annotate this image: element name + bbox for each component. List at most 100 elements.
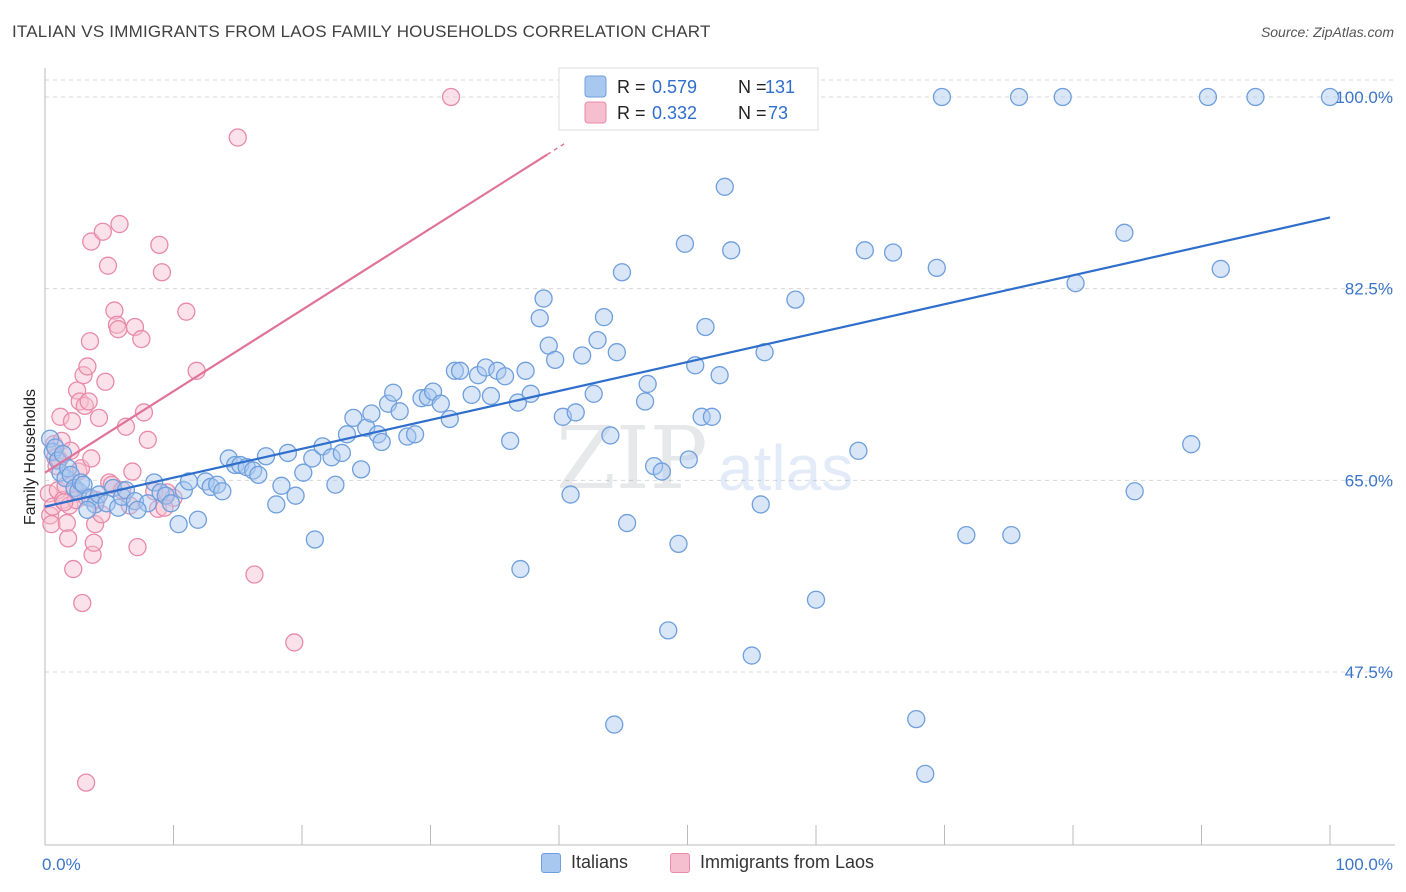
laos-point-17 <box>62 412 82 431</box>
italians-point-126 <box>1125 482 1144 501</box>
italians-point-68 <box>440 409 459 429</box>
italians-point-45 <box>286 486 305 505</box>
italians-point-101 <box>669 534 688 554</box>
legend-r-label-laos: R = <box>617 103 646 123</box>
italians-point-137 <box>511 559 530 579</box>
laos-point-41 <box>98 256 118 275</box>
legend-label-italians: Italians <box>571 852 629 872</box>
laos-point-71 <box>82 449 101 468</box>
italians-point-136 <box>305 530 325 549</box>
y-tick-label-1: 65.0% <box>1345 471 1393 490</box>
y-tick-labels: 47.5% 65.0% 82.5% 100.0% <box>1335 88 1393 682</box>
trend-line-italians <box>44 216 1331 508</box>
laos-point-44 <box>105 301 124 320</box>
italians-point-108 <box>710 366 729 385</box>
italians-point-11 <box>71 473 91 492</box>
italians-point-88 <box>572 346 592 365</box>
laos-point-59 <box>150 235 169 255</box>
laos-point-26 <box>74 366 93 385</box>
legend-r-value-italians: 0.579 <box>652 77 697 97</box>
y-tick-label-3: 100.0% <box>1335 88 1393 107</box>
italians-point-110 <box>722 241 741 260</box>
series-laos-points <box>39 87 461 792</box>
italians-point-61 <box>390 402 409 421</box>
italians-point-50 <box>326 475 345 494</box>
italians-point-119 <box>932 87 952 107</box>
laos-point-35 <box>85 514 105 534</box>
italians-point-35 <box>219 449 238 468</box>
laos-point-46 <box>109 320 128 339</box>
italians-point-122 <box>1009 87 1029 107</box>
italians-point-90 <box>588 330 607 350</box>
x-tick-label-0: 0.0% <box>42 855 81 874</box>
laos-point-25 <box>73 593 92 613</box>
italians-point-93 <box>607 343 626 362</box>
laos-point-2 <box>42 514 61 534</box>
italians-point-63 <box>405 425 425 444</box>
italians-point-113 <box>786 290 805 309</box>
italians-point-28 <box>174 481 193 500</box>
italians-point-56 <box>362 404 381 423</box>
italians-point-128 <box>1198 87 1218 107</box>
watermark-atlas: atlas <box>718 432 853 504</box>
laos-point-31 <box>80 332 100 351</box>
laos-point-66 <box>245 565 264 584</box>
italians-point-138 <box>78 500 97 520</box>
italians-point-18 <box>109 498 128 517</box>
laos-point-56 <box>138 430 157 449</box>
italians-point-117 <box>883 243 903 262</box>
italians-point-70 <box>450 361 470 380</box>
italians-point-106 <box>696 317 715 337</box>
italians-point-102 <box>675 234 695 253</box>
italians-point-67 <box>431 394 450 413</box>
x-tick-label-1: 100.0% <box>1335 855 1393 874</box>
italians-point-22 <box>138 494 157 513</box>
italians-point-73 <box>476 358 495 377</box>
laos-point-53 <box>128 537 147 557</box>
italians-point-77 <box>501 431 520 451</box>
laos-point-13 <box>57 513 76 533</box>
italians-point-64 <box>412 389 431 408</box>
laos-point-9 <box>51 407 70 426</box>
italians-point-42 <box>267 495 286 514</box>
italians-point-124 <box>1066 274 1085 293</box>
italians-point-129 <box>1211 259 1230 279</box>
laos-point-18 <box>64 559 83 579</box>
laos-point-68 <box>441 87 461 107</box>
italians-point-103 <box>679 450 698 469</box>
italians-point-127 <box>1182 435 1201 454</box>
trend-lines <box>44 142 1331 508</box>
laos-point-32 <box>82 232 101 251</box>
italians-point-107 <box>702 407 722 426</box>
trend-line-laos <box>44 153 548 474</box>
legend-n-label-italians: N = <box>738 77 767 97</box>
italians-point-72 <box>468 366 488 385</box>
watermark: ZIP atlas <box>556 409 853 509</box>
italians-point-139 <box>128 500 147 520</box>
italians-point-109 <box>715 177 734 196</box>
italians-point-46 <box>294 463 313 482</box>
italians-point-118 <box>927 258 946 278</box>
italians-point-60 <box>384 383 403 402</box>
italians-point-134 <box>916 764 935 784</box>
italians-point-49 <box>322 448 341 467</box>
source-label: Source: ZipAtlas.com <box>1260 24 1394 40</box>
x-tick-labels: 0.0% 100.0% <box>42 855 1393 874</box>
italians-point-94 <box>612 263 632 282</box>
italians-point-81 <box>530 309 549 328</box>
italians-point-76 <box>495 367 515 386</box>
legend-n-value-italians: 131 <box>765 77 795 97</box>
laos-point-69 <box>76 773 96 792</box>
italians-point-47 <box>303 449 322 468</box>
legend-label-laos: Immigrants from Laos <box>700 852 875 872</box>
italians-point-91 <box>594 307 614 327</box>
y-axis-label: Family Households <box>22 389 39 525</box>
italians-point-55 <box>357 418 376 437</box>
laos-point-51 <box>123 462 142 481</box>
italians-point-105 <box>692 407 711 426</box>
legend-item-laos[interactable]: Immigrants from Laos <box>670 852 874 873</box>
legend-item-italians[interactable]: Italians <box>541 852 628 873</box>
italians-point-79 <box>516 361 535 380</box>
italians-point-92 <box>601 426 620 445</box>
